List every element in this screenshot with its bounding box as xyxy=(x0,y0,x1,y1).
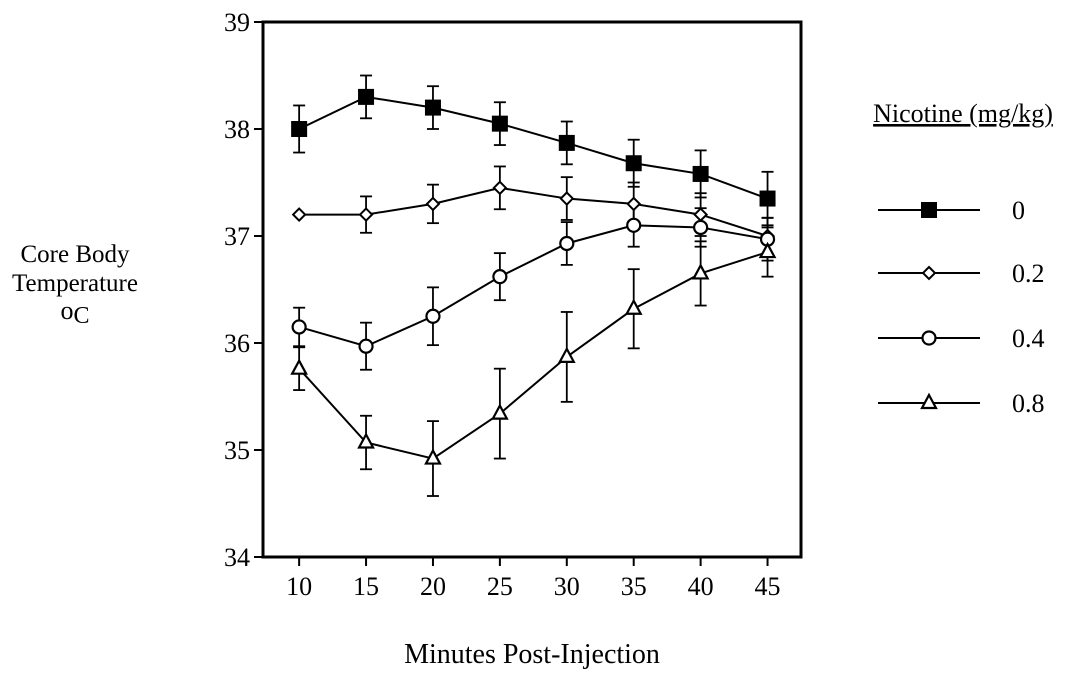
y-tick-label: 39 xyxy=(224,8,250,37)
legend-label: 0.8 xyxy=(1012,389,1045,418)
data-point xyxy=(921,202,937,218)
x-tick-label: 40 xyxy=(688,572,714,601)
data-point xyxy=(559,235,575,252)
y-axis-label: Core Body Temperature oC xyxy=(0,240,150,331)
data-point xyxy=(557,346,576,364)
data-point xyxy=(693,219,709,236)
data-point xyxy=(558,134,575,151)
data-point xyxy=(625,155,642,172)
data-point xyxy=(491,115,508,132)
data-point xyxy=(291,121,308,137)
data-point xyxy=(758,241,777,259)
legend-label: 0 xyxy=(1012,196,1025,225)
data-point xyxy=(626,217,642,233)
data-point xyxy=(920,392,938,410)
axes: 34 35 36 37 38 39 10 15 20 25 30 35 40 45 Minutes Post… xyxy=(224,8,803,670)
series-markers xyxy=(290,88,777,465)
data-point xyxy=(425,308,441,324)
data-point xyxy=(691,263,710,280)
y-axis-label-line-1: Core Body xyxy=(20,241,130,268)
data-point xyxy=(357,432,375,449)
data-point xyxy=(291,319,307,335)
data-point xyxy=(921,265,937,281)
celsius-letter: C xyxy=(73,303,90,329)
x-tick-label: 35 xyxy=(621,572,647,601)
data-point xyxy=(559,191,575,206)
data-point xyxy=(491,403,509,420)
series-line-0.4 xyxy=(298,224,768,348)
y-axis-label-line-2: Temperature xyxy=(12,270,138,297)
x-tick-label: 20 xyxy=(420,572,446,601)
data-point xyxy=(425,196,441,212)
x-tick-label: 10 xyxy=(286,572,312,601)
data-point xyxy=(291,207,307,223)
series-line-0.8 xyxy=(298,251,768,460)
data-point xyxy=(358,88,375,105)
x-tick-label: 30 xyxy=(554,572,580,601)
data-point xyxy=(358,338,374,354)
data-point xyxy=(424,448,442,465)
y-axis-unit: oC xyxy=(0,296,150,331)
x-tick-label: 25 xyxy=(487,572,513,601)
x-tick-label: 45 xyxy=(755,572,781,601)
series-line-0 xyxy=(298,95,768,200)
data-point xyxy=(358,207,374,223)
data-point xyxy=(921,330,937,346)
x-tick-label: 15 xyxy=(353,572,379,601)
legend-title: Nicotine (mg/kg) xyxy=(873,99,1053,128)
series-line-0.2 xyxy=(299,186,768,237)
series-lines xyxy=(298,95,768,460)
data-point xyxy=(492,269,508,285)
data-point xyxy=(692,165,709,182)
degree-symbol: o xyxy=(60,296,74,325)
y-tick-label: 34 xyxy=(224,543,250,572)
y-tick-label: 35 xyxy=(224,436,250,465)
y-tick-label: 38 xyxy=(224,115,250,144)
plot-frame xyxy=(261,20,803,559)
error-bars xyxy=(293,74,774,497)
data-point xyxy=(424,99,441,116)
legend-label: 0.2 xyxy=(1012,259,1045,288)
x-axis-title: Minutes Post-Injection xyxy=(404,639,660,670)
data-point xyxy=(759,190,776,207)
y-tick-label: 36 xyxy=(224,329,250,358)
data-point xyxy=(693,207,709,223)
y-tick-label: 37 xyxy=(224,222,250,251)
data-point xyxy=(290,358,308,375)
legend-label: 0.4 xyxy=(1012,324,1045,353)
data-point xyxy=(492,180,508,196)
legend: Nicotine (mg/kg) 0 0.2 0.4 0.8 xyxy=(873,99,1053,418)
data-point xyxy=(624,298,643,315)
data-point xyxy=(626,196,642,212)
